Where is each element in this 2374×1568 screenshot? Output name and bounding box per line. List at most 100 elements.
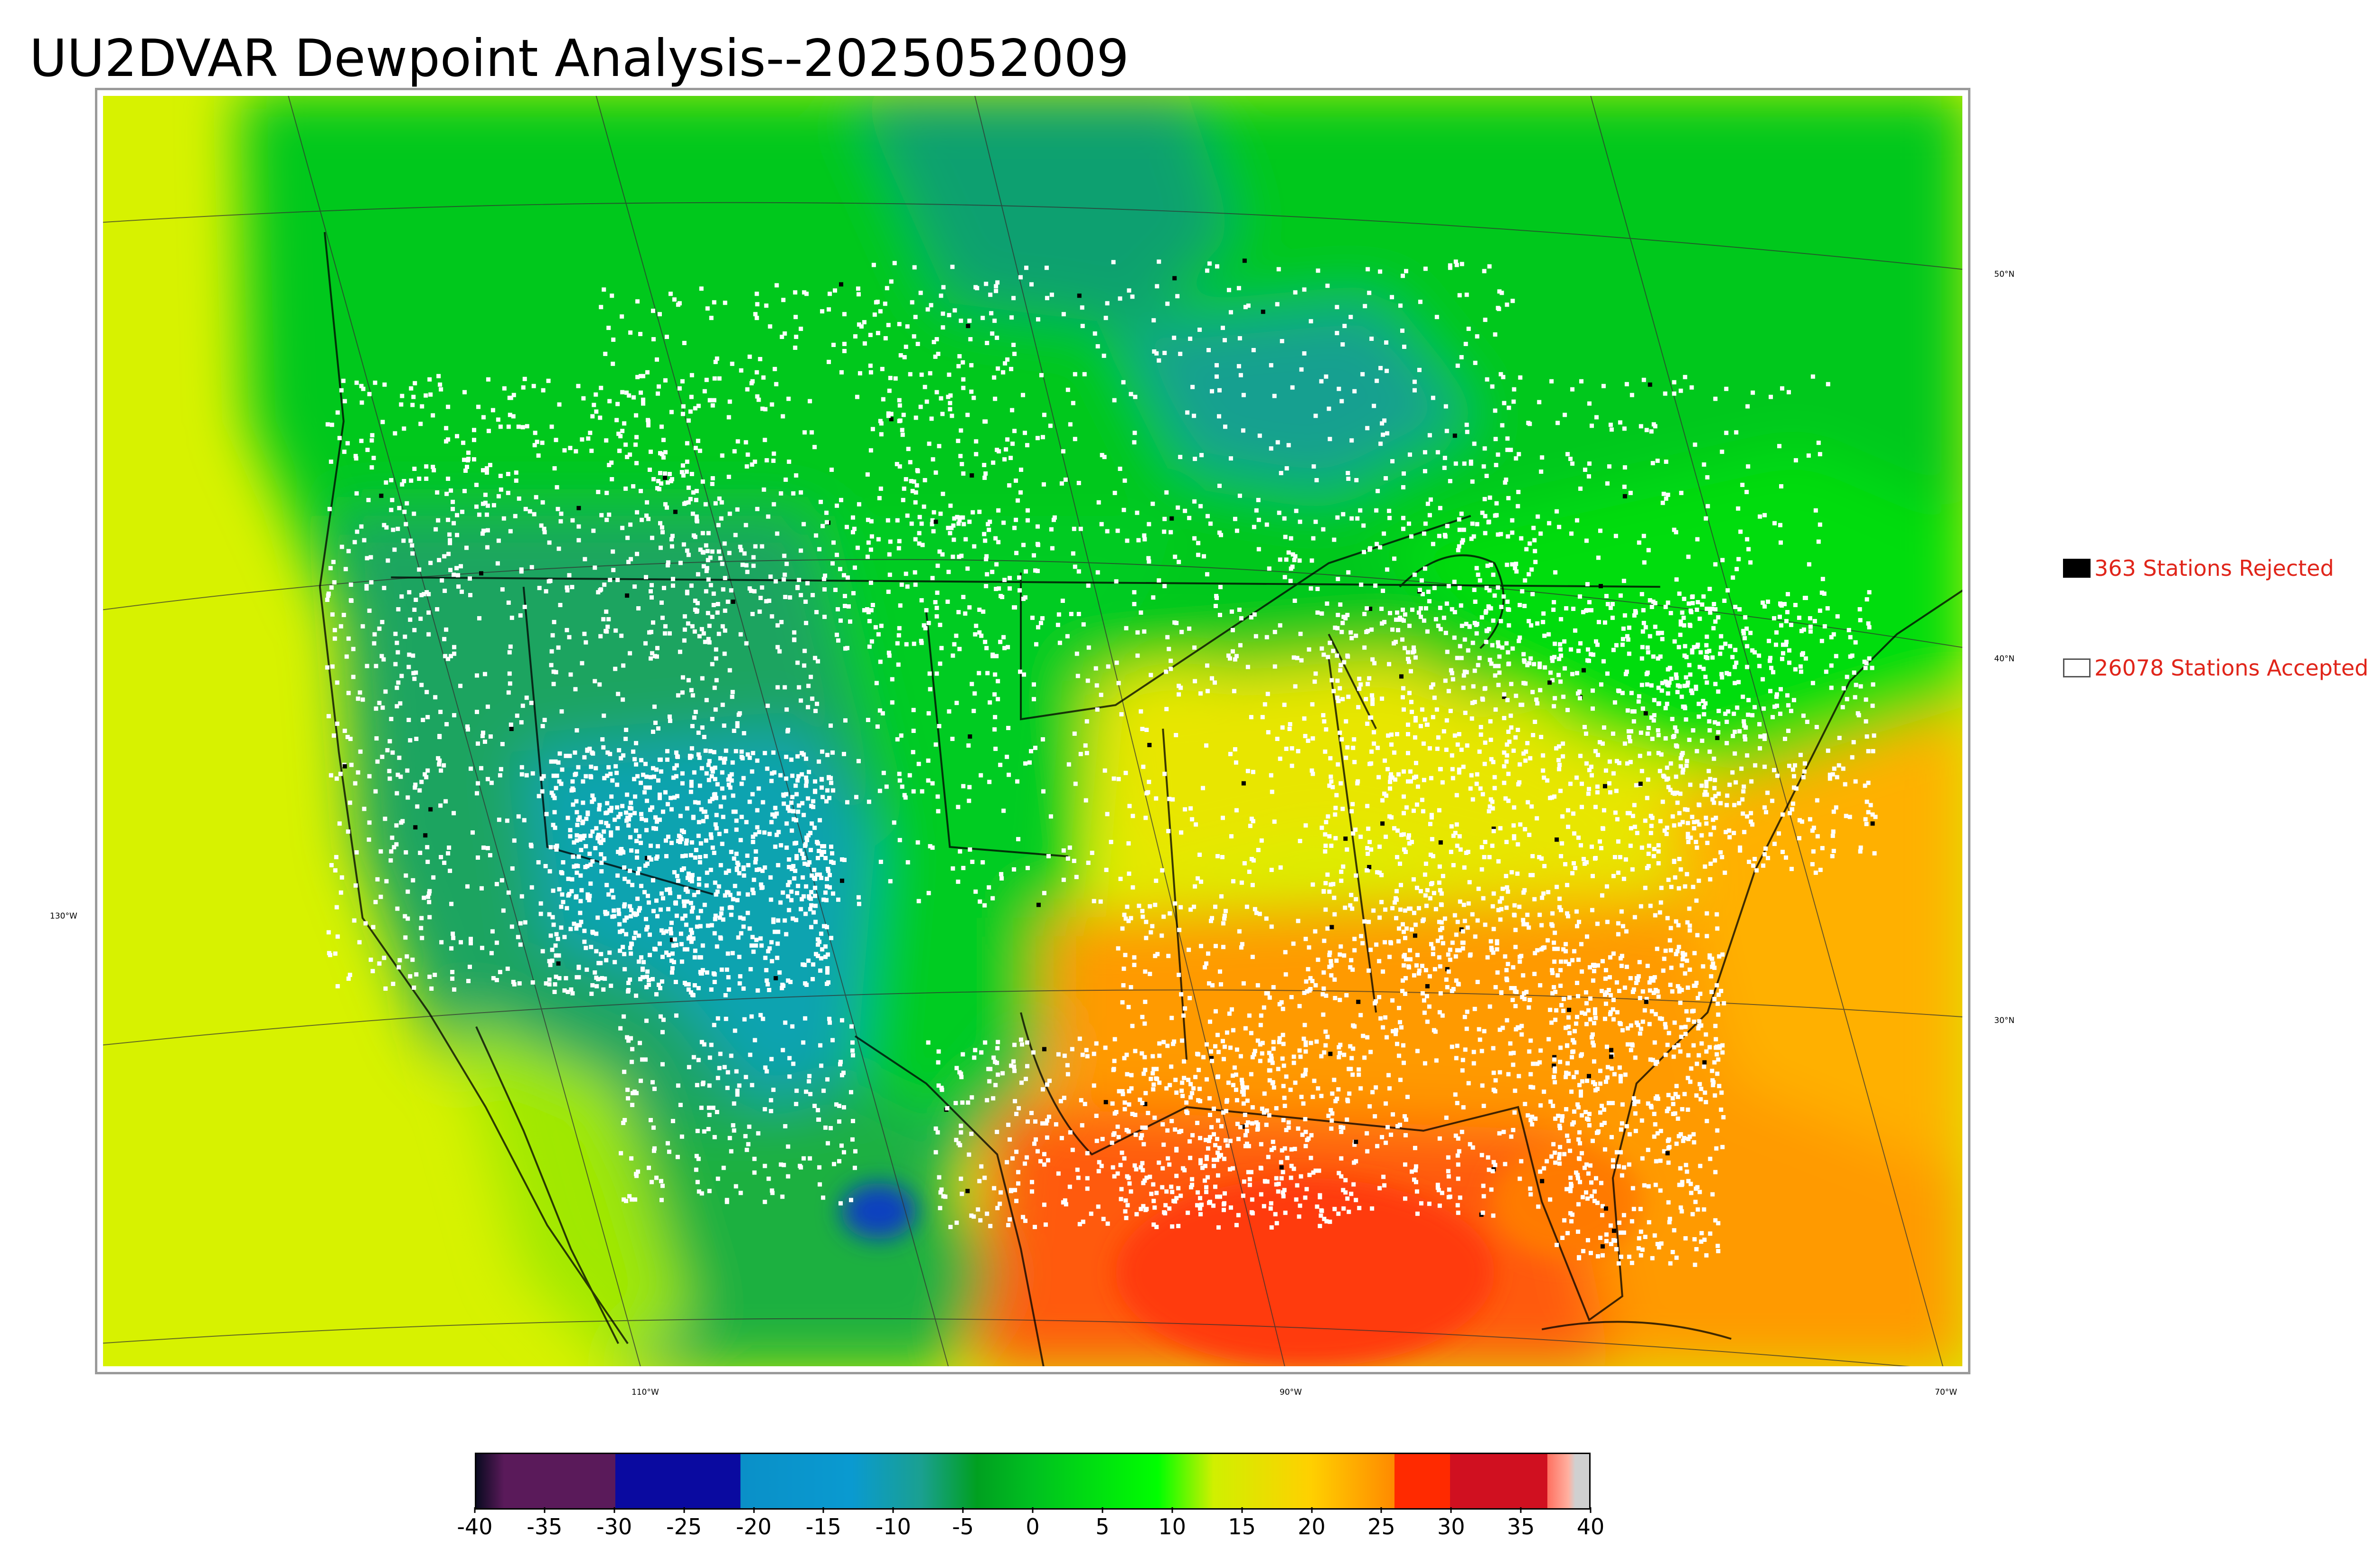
station-point <box>1688 672 1693 677</box>
station-point <box>329 585 334 590</box>
station-point <box>1187 995 1192 1000</box>
station-point <box>707 799 712 804</box>
station-point <box>1099 522 1104 526</box>
station-point <box>622 421 627 426</box>
station-point <box>1535 816 1539 821</box>
station-point <box>1686 1108 1690 1112</box>
station-point <box>1032 697 1036 702</box>
station-point <box>1402 707 1406 712</box>
station-point <box>1182 1076 1187 1080</box>
station-point <box>414 736 419 741</box>
station-point <box>1550 911 1555 916</box>
station-point <box>1674 1084 1679 1089</box>
station-point <box>1513 945 1518 949</box>
station-point <box>1569 1089 1574 1094</box>
station-point <box>1683 807 1687 812</box>
station-point <box>418 616 423 621</box>
station-point <box>1476 663 1480 667</box>
station-point <box>1245 1120 1250 1125</box>
station-point <box>1558 1060 1563 1064</box>
station-point <box>1044 1121 1048 1126</box>
station-point <box>1476 573 1480 577</box>
station-point <box>1503 1162 1507 1166</box>
station-point <box>1443 630 1448 635</box>
station-point <box>865 554 870 559</box>
station-point <box>1058 1099 1063 1104</box>
station-point <box>820 947 825 952</box>
station-point <box>647 855 652 860</box>
station-point <box>578 834 583 839</box>
station-point <box>591 528 596 533</box>
station-point <box>1727 835 1732 840</box>
station-point <box>548 845 553 850</box>
station-point <box>1014 1199 1019 1203</box>
station-point <box>1624 669 1629 674</box>
station-point <box>1342 660 1347 665</box>
station-point <box>1553 1017 1558 1022</box>
station-point <box>1575 1014 1580 1019</box>
station-point <box>1695 819 1700 824</box>
station-point <box>444 491 449 496</box>
station-point <box>1008 1217 1012 1222</box>
station-point <box>693 535 697 539</box>
station-point <box>1143 1102 1148 1107</box>
station-point <box>408 738 413 742</box>
station-point <box>1204 1137 1208 1142</box>
station-point <box>1718 651 1723 656</box>
station-point <box>1852 670 1856 675</box>
station-point <box>456 573 461 578</box>
station-point <box>1030 1189 1034 1194</box>
station-point <box>1390 906 1395 911</box>
station-point <box>576 384 581 388</box>
station-point <box>666 907 670 911</box>
station-point <box>1203 1164 1208 1168</box>
station-point <box>777 970 782 975</box>
station-point <box>1120 1150 1124 1155</box>
station-point <box>1658 1158 1663 1163</box>
station-point <box>1130 1023 1135 1028</box>
station-point <box>452 645 457 649</box>
station-point <box>547 912 552 917</box>
station-point <box>1647 1022 1652 1026</box>
station-point <box>1123 1198 1128 1203</box>
station-point <box>721 815 725 819</box>
station-point <box>1658 1016 1662 1021</box>
station-point <box>572 921 576 926</box>
station-point <box>1521 918 1526 922</box>
station-point <box>1216 1225 1221 1230</box>
station-point <box>1385 567 1390 572</box>
station-point <box>1339 869 1344 874</box>
station-point <box>1409 927 1414 932</box>
station-point <box>1001 808 1006 813</box>
station-point <box>813 903 818 908</box>
station-point <box>1694 840 1698 845</box>
station-point <box>1365 868 1369 873</box>
station-point <box>1609 1135 1614 1139</box>
station-point <box>1523 758 1528 763</box>
station-point <box>1092 1083 1096 1088</box>
station-point <box>1244 1085 1249 1090</box>
station-point <box>1094 1114 1099 1118</box>
station-point <box>1630 989 1635 994</box>
station-point <box>1577 1083 1582 1088</box>
station-point <box>1422 778 1426 782</box>
station-point <box>1456 1211 1460 1215</box>
station-point <box>1576 648 1581 653</box>
station-point <box>825 925 829 930</box>
station-point <box>1429 815 1434 820</box>
station-point <box>631 749 636 754</box>
station-point <box>1272 1085 1276 1090</box>
station-point <box>737 955 742 959</box>
station-point <box>1307 1173 1312 1177</box>
station-point <box>1553 1116 1558 1121</box>
station-point <box>1531 1061 1536 1066</box>
station-point <box>1764 810 1769 815</box>
station-point <box>1635 978 1640 983</box>
station-point <box>1460 540 1464 545</box>
station-point <box>978 899 982 904</box>
station-point <box>1277 1040 1281 1044</box>
station-point <box>349 762 354 767</box>
station-point <box>635 855 640 860</box>
station-point <box>485 503 490 508</box>
station-point <box>710 797 715 801</box>
